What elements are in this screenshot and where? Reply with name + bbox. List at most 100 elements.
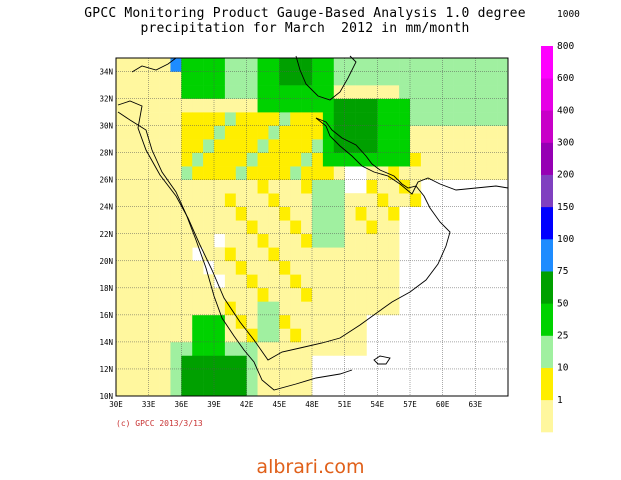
precip-cell	[312, 152, 324, 167]
precip-cell	[203, 382, 215, 397]
precip-cell	[322, 152, 335, 167]
precip-cell	[464, 98, 476, 113]
precip-cell	[301, 328, 313, 343]
precip-cell	[344, 233, 356, 248]
precip-cell	[148, 368, 160, 383]
precip-cell	[148, 274, 160, 289]
precip-cell	[148, 328, 160, 343]
precip-cell	[475, 85, 487, 99]
precip-cell	[257, 71, 269, 86]
precip-cell	[279, 139, 291, 153]
precip-cell	[344, 274, 356, 289]
precip-cell	[486, 112, 498, 126]
precip-cell	[181, 85, 193, 99]
precip-cell	[170, 274, 182, 289]
precip-cell	[246, 233, 258, 248]
precip-cell	[181, 355, 193, 370]
precip-cell	[486, 152, 498, 167]
precip-cell	[301, 98, 313, 113]
precip-cell	[257, 98, 269, 113]
precip-cell	[497, 125, 509, 140]
precip-cell	[246, 260, 258, 275]
precip-cell	[312, 233, 324, 248]
precip-cell	[279, 260, 291, 275]
precip-cell	[148, 98, 160, 113]
precip-cell	[410, 166, 422, 180]
precip-cell	[453, 166, 465, 180]
precip-cell	[235, 58, 247, 72]
precip-cell	[116, 152, 128, 167]
precip-cell	[290, 274, 302, 289]
precip-cell	[377, 166, 389, 180]
precip-cell	[431, 139, 443, 153]
precip-cell	[366, 112, 378, 126]
precip-cell	[290, 220, 302, 235]
precip-cell	[257, 382, 269, 397]
precip-cell	[159, 58, 171, 72]
precip-cell	[453, 152, 465, 167]
precip-cell	[464, 71, 476, 86]
precip-cell	[399, 85, 411, 99]
precip-cell	[388, 233, 400, 248]
precip-cell	[148, 152, 160, 167]
precip-cell	[148, 85, 160, 99]
precip-cell	[322, 328, 335, 343]
precip-cell	[203, 287, 215, 302]
legend-swatch	[541, 367, 553, 401]
precip-cell	[388, 112, 400, 126]
precip-cell	[497, 152, 509, 167]
precip-cell	[290, 71, 302, 86]
precip-cell	[333, 139, 345, 153]
precip-cell	[377, 152, 389, 167]
precip-cell	[181, 152, 193, 167]
precip-cell	[290, 166, 302, 180]
precip-cell	[181, 260, 193, 275]
precip-cell	[279, 166, 291, 180]
precip-cell	[181, 220, 193, 235]
precip-cell	[377, 233, 389, 248]
precip-cell	[333, 301, 345, 316]
precip-cell	[192, 328, 204, 343]
precip-cell	[148, 166, 160, 180]
precip-cell	[366, 58, 378, 72]
precip-cell	[431, 71, 443, 86]
precip-cell	[235, 139, 247, 153]
precip-cell	[203, 206, 215, 221]
precip-cell	[214, 112, 226, 126]
precip-cell	[126, 139, 139, 153]
precip-cell	[475, 112, 487, 126]
precip-cell	[268, 220, 280, 235]
precip-cell	[377, 274, 389, 289]
precip-cell	[279, 274, 291, 289]
precip-cell	[192, 58, 204, 72]
precip-cell	[312, 71, 324, 86]
legend-swatch	[541, 239, 553, 272]
precip-cell	[279, 355, 291, 370]
precip-cell	[290, 301, 302, 316]
precip-cell	[322, 233, 335, 248]
precip-cell	[279, 152, 291, 167]
precip-cell	[312, 179, 324, 194]
precip-cell	[344, 98, 356, 113]
precip-cell	[159, 382, 171, 397]
precip-cell	[301, 287, 313, 302]
precip-cell	[235, 328, 247, 343]
precip-cell	[235, 314, 247, 329]
precip-cell	[312, 341, 324, 356]
precip-cell	[116, 98, 128, 113]
precip-cell	[475, 71, 487, 86]
precip-cell	[148, 125, 160, 140]
precip-cell	[355, 152, 367, 167]
precip-cell	[126, 85, 139, 99]
precip-cell	[399, 152, 411, 167]
precip-cell	[203, 166, 215, 180]
precip-cell	[137, 112, 149, 126]
precip-cell	[148, 247, 160, 262]
precip-cell	[388, 220, 400, 235]
precip-cell	[279, 125, 291, 140]
precip-cell	[137, 233, 149, 248]
precip-cell	[246, 220, 258, 235]
precip-cell	[355, 125, 367, 140]
precip-cell	[410, 125, 422, 140]
